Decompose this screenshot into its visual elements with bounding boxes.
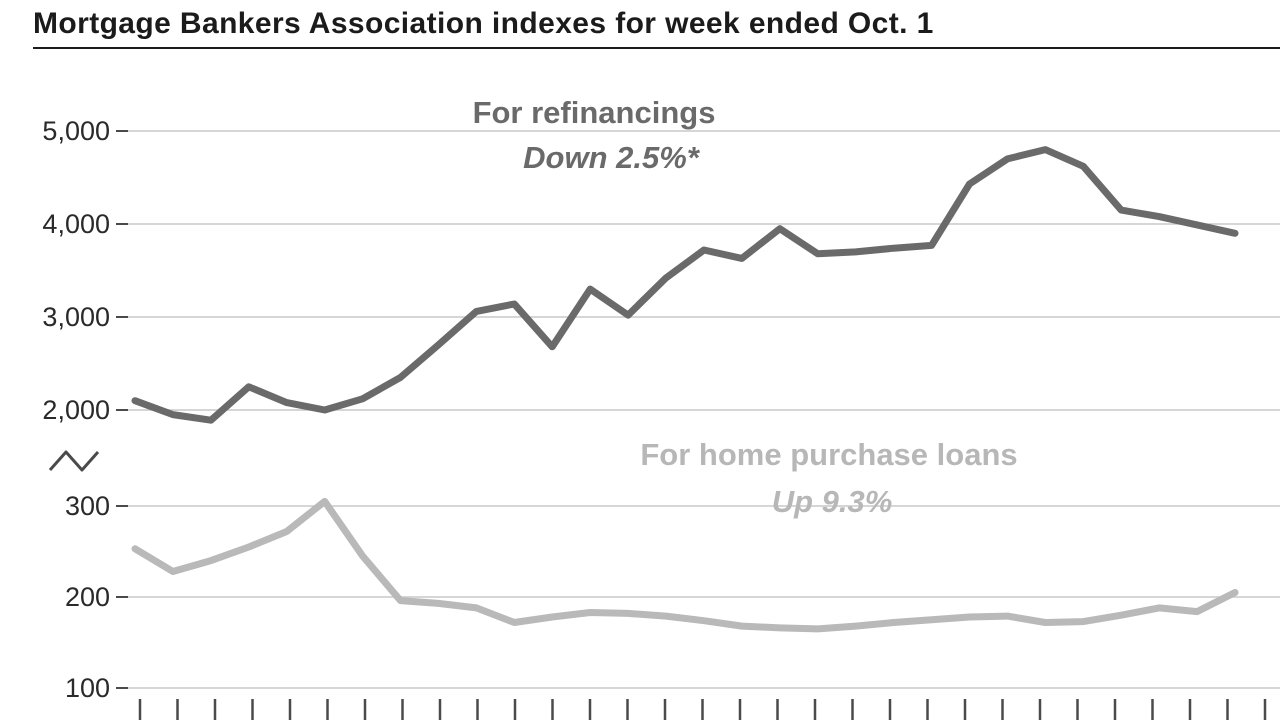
svg-text:100: 100: [65, 673, 110, 703]
series-label-refinancings: For refinancings: [472, 95, 716, 130]
svg-text:5,000: 5,000: [42, 116, 110, 146]
title-divider: [33, 47, 1280, 49]
series-change-home-purchase: Up 9.3%: [771, 484, 893, 519]
svg-text:3,000: 3,000: [42, 302, 110, 332]
axis-break-icon: [48, 450, 100, 472]
series-label-home-purchase: For home purchase loans: [640, 437, 1018, 472]
svg-text:300: 300: [65, 491, 110, 521]
svg-text:2,000: 2,000: [42, 395, 110, 425]
svg-text:200: 200: [65, 582, 110, 612]
series-change-refinancings: Down 2.5%*: [523, 140, 699, 175]
chart-title: Mortgage Bankers Association indexes for…: [33, 7, 934, 40]
svg-text:4,000: 4,000: [42, 209, 110, 239]
